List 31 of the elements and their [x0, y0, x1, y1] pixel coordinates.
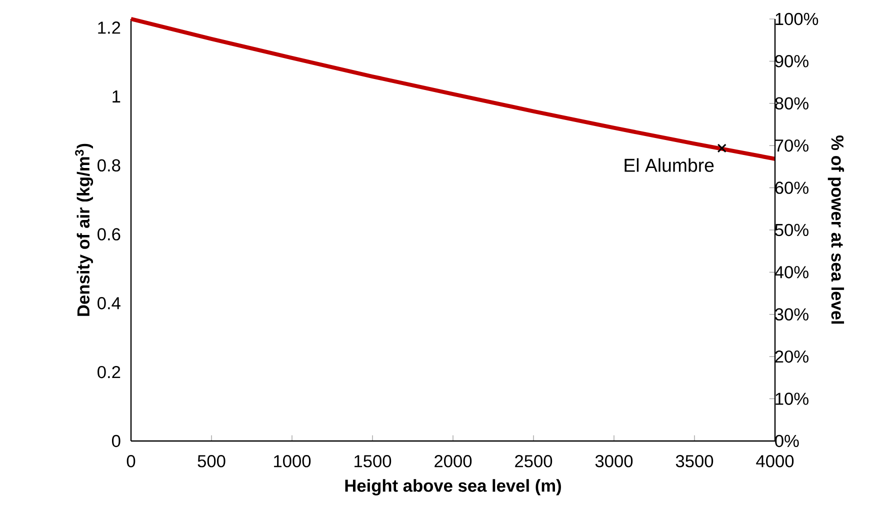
- x-tick-label: 2000: [434, 455, 472, 468]
- y-tick-label: 0.2: [98, 366, 120, 378]
- y-tick-label: 0: [112, 434, 120, 448]
- y2-axis-title: % of power at sea level: [828, 136, 844, 324]
- y2-tick-label: 40%: [774, 266, 808, 278]
- x-tick-label: 1000: [274, 455, 311, 468]
- y-axis-title: Density of air (kg/m$^{3}$): [75, 144, 94, 316]
- x-tick-label: 500: [198, 455, 226, 468]
- y2-tick-label: 50%: [775, 224, 808, 236]
- x-tick-label: 3000: [595, 455, 633, 468]
- x-tick-label: 3500: [676, 455, 714, 468]
- y2-tick-label: 70%: [775, 139, 808, 152]
- x-tick-label: 4000: [756, 455, 794, 468]
- y2-tick-label: 30%: [775, 308, 808, 321]
- x-tick-label: 1500: [354, 455, 392, 468]
- y-tick-label: 1: [112, 90, 120, 102]
- x-axis-title: Height above sea level (m): [345, 479, 561, 496]
- y2-tick-label: 10%: [776, 392, 808, 405]
- y2-tick-label: 80%: [775, 97, 808, 110]
- y2-tick-label: 90%: [775, 55, 808, 68]
- y2-tick-label: 100%: [776, 12, 818, 26]
- annotation: El Alumbre: [624, 158, 714, 172]
- y-tick-label: 0.8: [98, 159, 120, 172]
- y-tick-label: 1.2: [98, 22, 120, 34]
- x-tick-label: 0: [126, 455, 136, 468]
- y-tick-label: 0.4: [98, 297, 120, 310]
- x-tick-label: 2500: [515, 455, 552, 468]
- y-tick-label: 0.6: [98, 228, 120, 240]
- y2-tick-label: 60%: [775, 182, 808, 194]
- y2-tick-label: 20%: [775, 350, 808, 363]
- y2-tick-label: 0%: [775, 434, 799, 448]
